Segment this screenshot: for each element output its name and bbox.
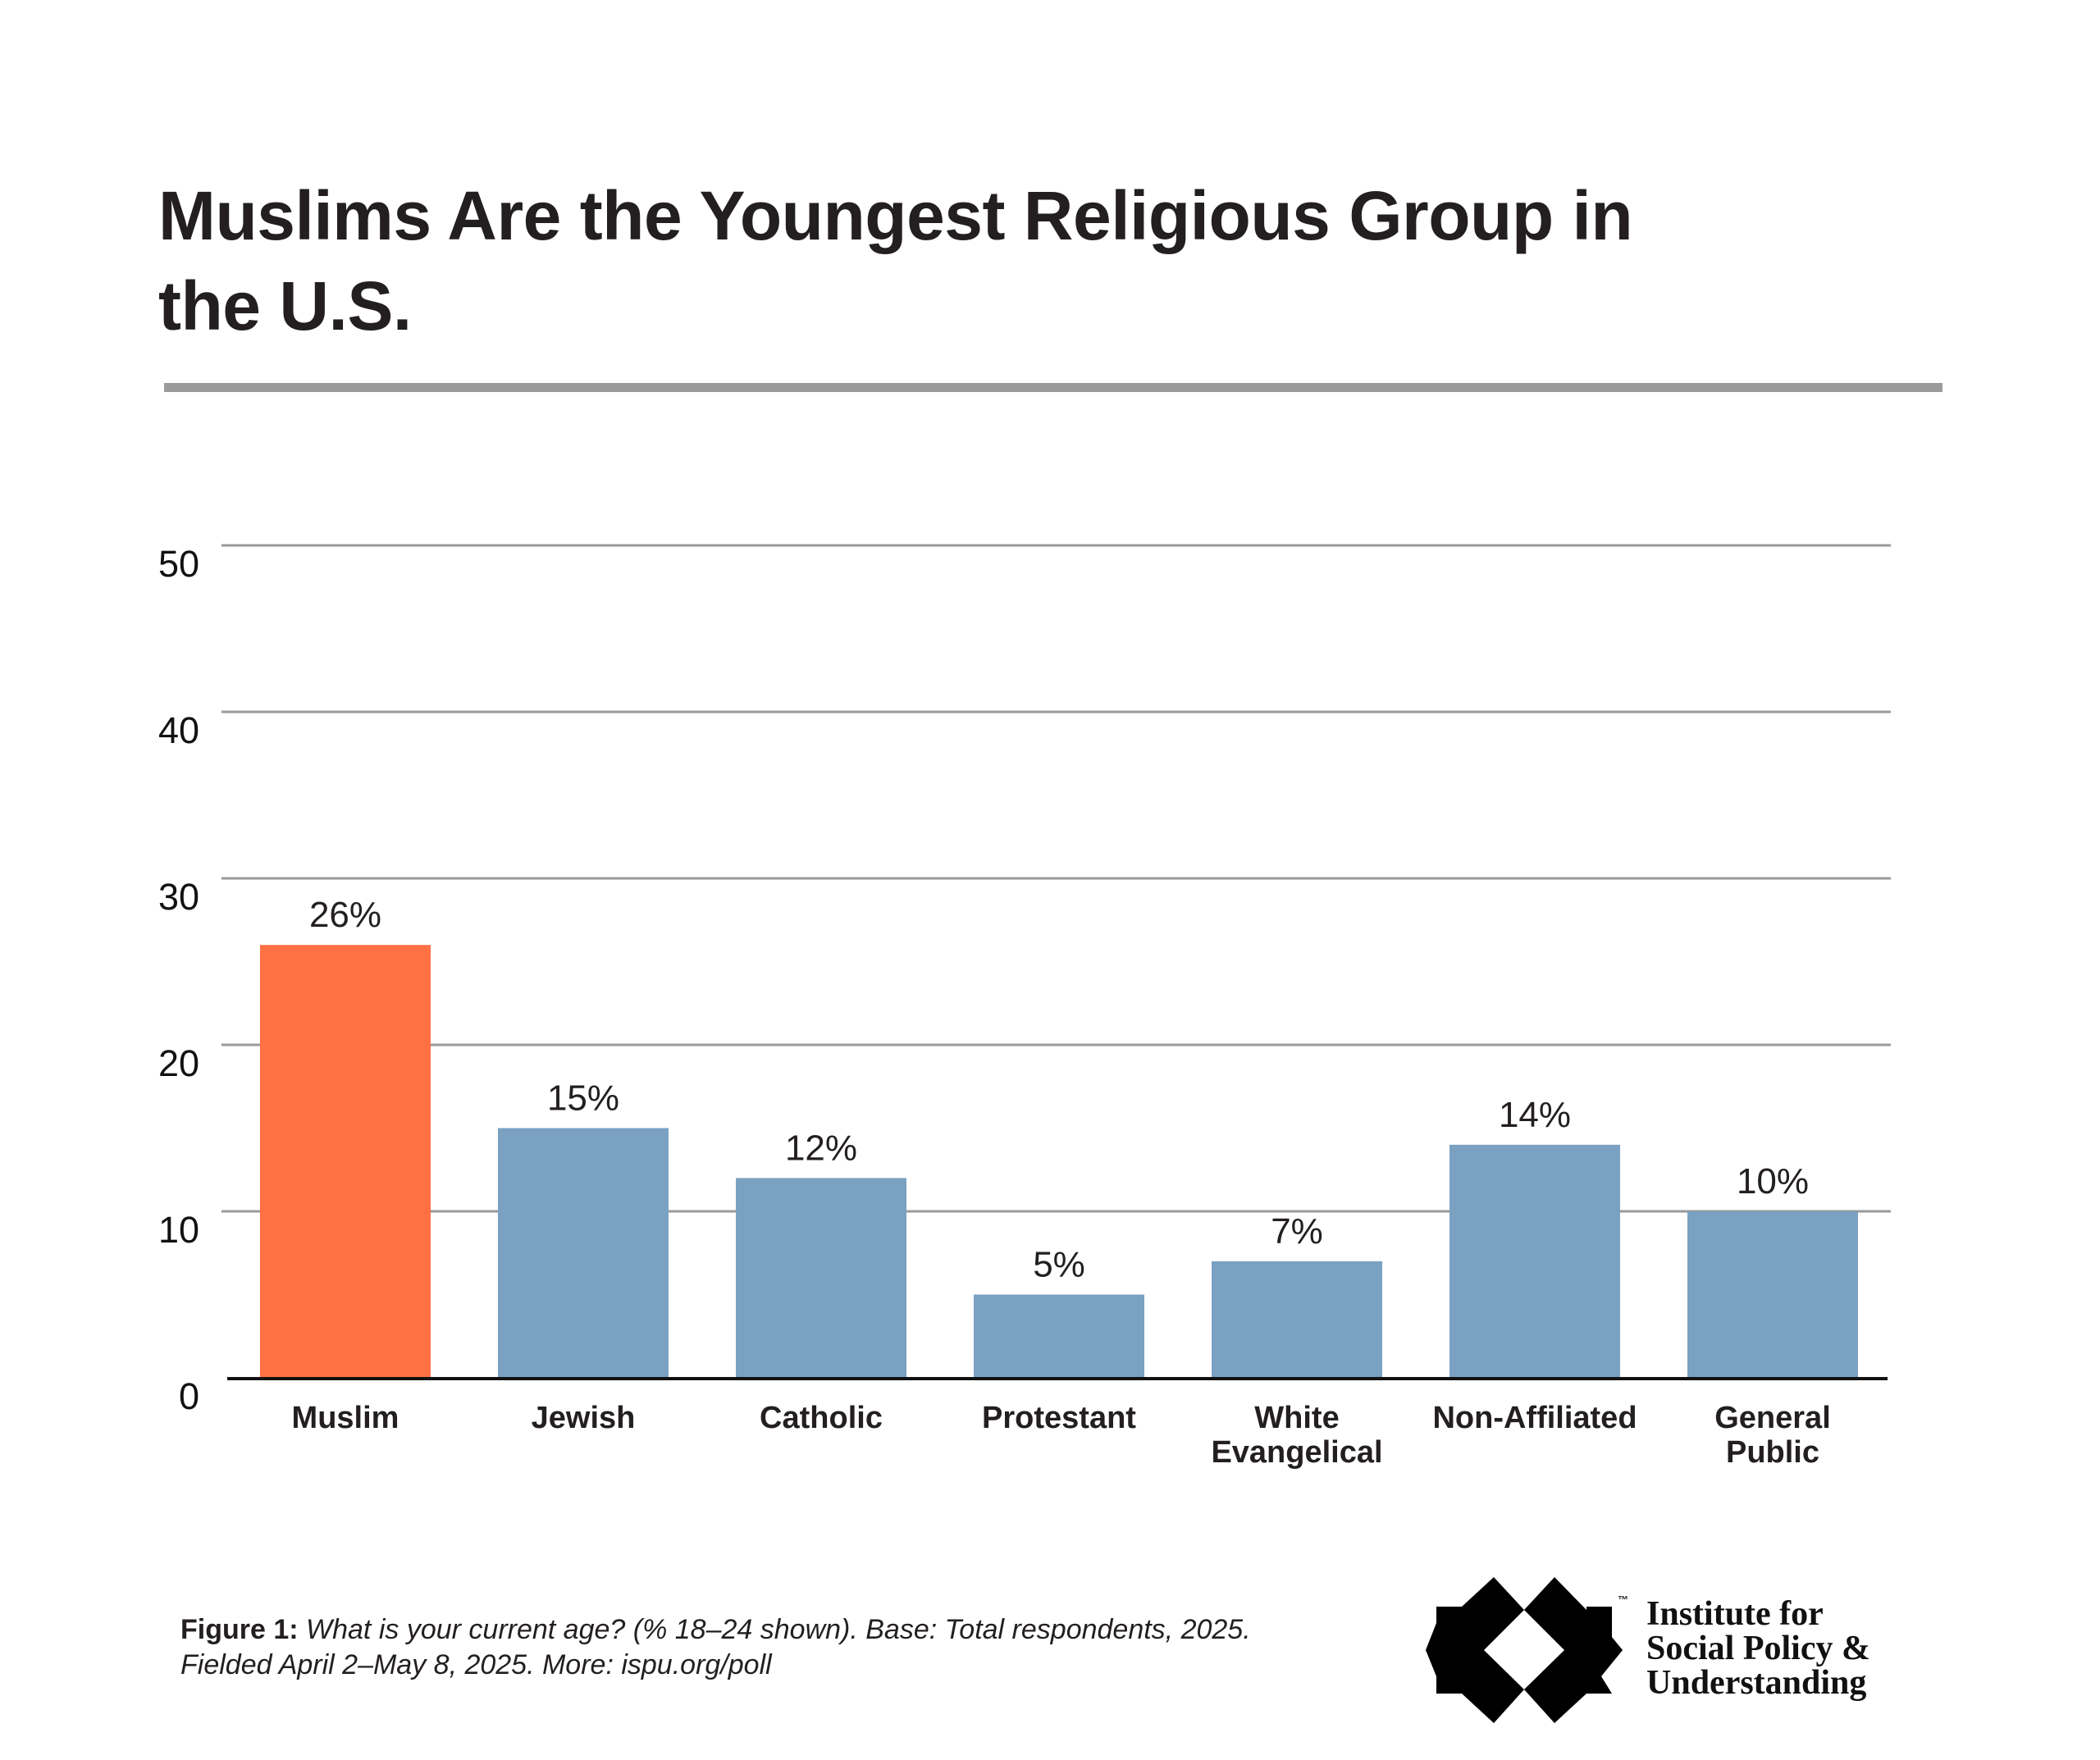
y-tick-label-30: 30 [158,876,199,918]
data-label-catholic: 12% [785,1128,857,1168]
caption-line-1: What is your current age? (% 18–24 shown… [298,1614,1251,1645]
chart-title: Muslims Are the Youngest Religious Group… [158,171,1717,351]
x-tick-label-white-evangelical: White Evangelical [1211,1401,1382,1470]
figure-caption: Figure 1: What is your current age? (% 1… [180,1612,1251,1683]
logo-line-3: Understanding [1646,1664,1867,1702]
x-tick-label-line: General [1714,1401,1831,1435]
bar-chart: 0 10 20 30 40 50 26% 15% 12% 5% 7% 14% 10% Muslim Je… [158,543,1891,1470]
data-label-jewish: 15% [547,1078,619,1119]
data-label-protestant: 5% [1033,1245,1085,1285]
chart-title-line-1: Muslims Are the Youngest Religious Group… [158,177,1633,254]
x-tick-label-jewish: Jewish [532,1401,636,1435]
bar-catholic [736,1178,906,1378]
x-axis-labels: Muslim Jewish Catholic Protestant White Evang… [292,1401,1831,1470]
x-tick-label-line: Protestant [982,1401,1136,1435]
caption-label: Figure 1: [180,1614,299,1645]
bars [260,945,1858,1378]
x-tick-label-line: Evangelical [1211,1435,1382,1470]
trademark-symbol: ™ [1618,1594,1628,1606]
bar-general-public [1687,1211,1858,1378]
y-tick-label-0: 0 [179,1375,199,1417]
x-tick-label-general-public: General Public [1714,1401,1831,1470]
x-tick-label-line: Muslim [292,1401,399,1435]
x-tick-label-non-affiliated: Non-Affiliated [1432,1401,1637,1435]
ispu-star-diamond-icon [1426,1577,1623,1723]
data-label-general-public: 10% [1737,1161,1809,1201]
data-labels: 26% 15% 12% 5% 7% 14% 10% [309,895,1809,1284]
caption-line-2: Fielded April 2–May 8, 2025. More: ispu.… [180,1649,772,1680]
y-tick-label-40: 40 [158,709,199,751]
data-label-muslim: 26% [309,895,381,935]
gridlines [221,544,1891,1213]
bar-jewish [498,1128,669,1378]
logo-wordmark: Institute for Social Policy & Understand… [1646,1597,1870,1700]
x-tick-label-line: Non-Affiliated [1432,1401,1637,1435]
x-tick-label-line: Public [1726,1435,1819,1470]
x-tick-label-line: Jewish [532,1401,636,1435]
x-tick-label-line: Catholic [760,1401,883,1435]
ispu-logo: ™ Institute for Social Policy & Understa… [1426,1577,1942,1725]
y-tick-label-50: 50 [158,543,199,585]
x-tick-label-muslim: Muslim [292,1401,399,1435]
y-tick-label-10: 10 [158,1209,199,1251]
bar-protestant [974,1294,1144,1378]
x-tick-label-protestant: Protestant [982,1401,1136,1435]
y-tick-label-20: 20 [158,1042,199,1084]
data-label-non-affiliated: 14% [1499,1095,1571,1135]
chart-title-line-2: the U.S. [158,267,412,344]
logo-line-2: Social Policy & [1646,1630,1870,1667]
logo-line-1: Institute for [1646,1595,1824,1633]
x-tick-label-line: White [1254,1401,1339,1435]
bar-muslim [260,945,431,1378]
title-divider [164,383,1942,392]
y-axis-ticks: 0 10 20 30 40 50 [158,543,199,1417]
bar-white-evangelical [1212,1261,1382,1378]
data-label-white-evangelical: 7% [1271,1211,1323,1252]
bar-non-affiliated [1449,1144,1620,1378]
x-tick-label-catholic: Catholic [760,1401,883,1435]
